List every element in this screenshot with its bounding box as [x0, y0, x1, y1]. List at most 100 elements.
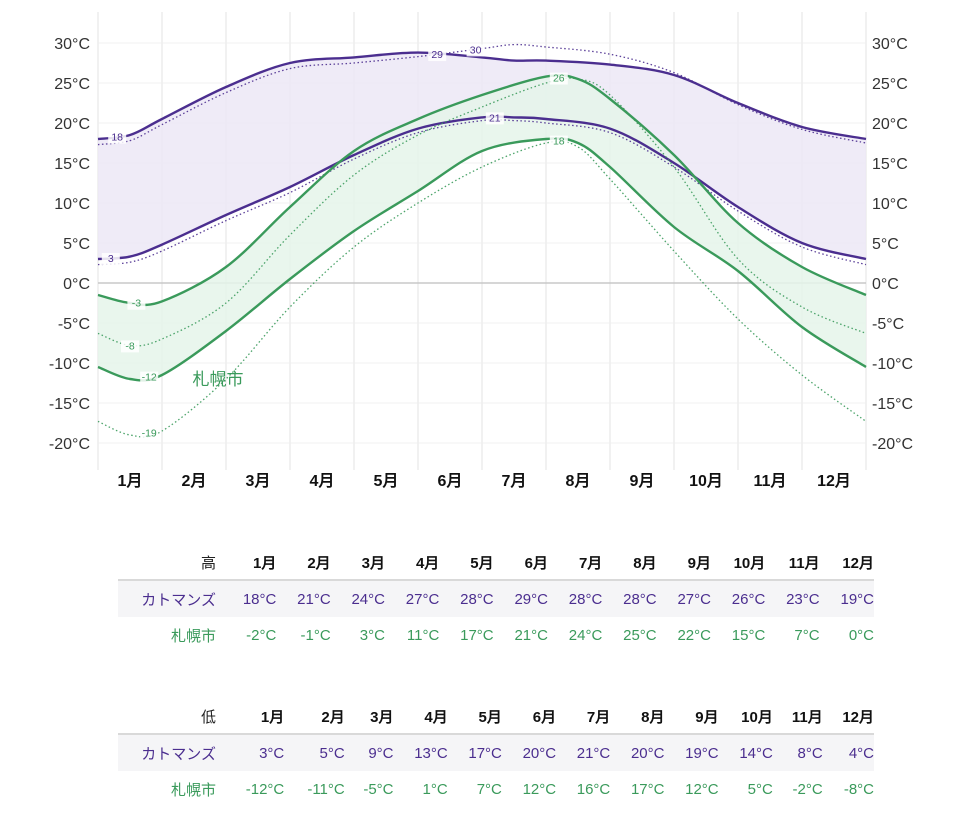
temperature-cell: 29°C — [493, 579, 548, 617]
data-label: -8 — [125, 340, 134, 352]
x-tick-label: 4月 — [310, 472, 335, 490]
y-tick-label-left: 15°C — [54, 156, 90, 173]
temperature-cell: 1°C — [422, 780, 448, 798]
temperature-cell: 7°C — [476, 780, 502, 798]
temperature-cell: 7°C — [794, 626, 820, 644]
row-label: カトマンズ — [118, 579, 222, 617]
data-label-bg — [428, 49, 447, 62]
data-label: -12 — [142, 372, 157, 384]
temperature-cell: -5°C — [363, 780, 394, 798]
y-tick-label-left: 10°C — [54, 196, 90, 213]
temperature-cell: 17°C — [630, 780, 665, 798]
data-label: 26 — [553, 73, 565, 85]
temperature-cell: 20°C — [610, 733, 665, 771]
temperature-cell: -1°C — [300, 626, 331, 644]
row-label: 札幌市 — [170, 627, 216, 645]
month-header: 4月 — [424, 708, 448, 726]
month-header: 1月 — [252, 554, 277, 572]
data-label-bg — [101, 253, 120, 266]
temperature-cell: 4°C — [822, 733, 874, 771]
temperature-cell: -2°C — [246, 626, 277, 644]
x-tick-label: 9月 — [630, 472, 655, 490]
temperature-cell: 9°C — [344, 733, 394, 771]
month-header: 3月 — [361, 554, 385, 572]
temperature-cell: 5°C — [284, 733, 345, 771]
temperature-cell: 17°C — [447, 733, 502, 771]
temperature-cell: 21°C — [276, 579, 331, 617]
low-temperature-table: 低 1月 2月 3月 4月 5月 6月 7月 8月 9月 10月 11月 12月 カトマンズ 3°C 5… — [118, 699, 874, 807]
temperature-cell: 28°C — [547, 579, 603, 617]
month-header: 12月 — [842, 554, 874, 572]
high-table-row-kathmandu: カトマンズ 18°C 21°C 24°C 27°C 28°C 29°C 28°C 28°C 27… — [118, 579, 874, 617]
month-header: 12月 — [842, 708, 874, 726]
temperature-cell: 3°C — [222, 733, 285, 771]
temperature-cell: 21°C — [556, 733, 611, 771]
temperature-cell: 13°C — [393, 733, 448, 771]
temperature-cell: 14°C — [718, 733, 773, 771]
y-tick-label-right: 25°C — [872, 76, 908, 93]
kathmandu-low-line — [97, 115, 867, 261]
x-tick-label: 6月 — [438, 472, 463, 490]
temperature-cell: 3°C — [359, 626, 385, 644]
x-tick-label: 7月 — [502, 472, 527, 490]
data-label-bg — [140, 427, 159, 440]
y-tick-label-right: 30°C — [872, 36, 908, 53]
low-table-row-sapporo: 札幌市 -12°C -11°C -5°C 1°C 7°C 12°C 16°C 17°C 12°C… — [118, 771, 874, 807]
temperature-cell: -11°C — [307, 780, 345, 798]
data-label: 30 — [470, 44, 482, 56]
temperature-cell: -12°C — [245, 780, 285, 798]
temperature-cell: 12°C — [522, 780, 557, 798]
month-header: 4月 — [415, 554, 440, 572]
x-tick-label: 11月 — [754, 472, 787, 490]
y-tick-label-right: 15°C — [872, 156, 908, 173]
temperature-cell: -8°C — [843, 780, 874, 798]
temperature-cell: 22°C — [677, 626, 711, 644]
y-tick-label-right: -15°C — [872, 396, 913, 413]
month-header: 10月 — [741, 708, 773, 726]
high-table-row-sapporo: 札幌市 -2°C -1°C 3°C 11°C 17°C 21°C 24°C 25°C 22°C 1… — [118, 617, 874, 653]
month-header: 7月 — [586, 708, 611, 726]
temperature-cell: -2°C — [792, 780, 823, 798]
x-tick-label: 1月 — [118, 472, 143, 490]
data-label-bg — [485, 112, 504, 125]
data-label: 18 — [111, 132, 123, 144]
data-label-bg — [108, 131, 127, 144]
month-header: 1月 — [260, 708, 285, 726]
data-label: 18 — [553, 136, 565, 148]
data-label-bg — [140, 371, 159, 384]
temperature-cell: 28°C — [439, 579, 494, 617]
temperature-cell: 27°C — [656, 579, 711, 617]
x-tick-label: 8月 — [566, 472, 591, 490]
x-tick-label: 5月 — [374, 472, 399, 490]
temperature-cell: 5°C — [747, 780, 773, 798]
high-table-corner: 高 — [200, 554, 216, 572]
row-label: 札幌市 — [170, 781, 216, 799]
temperature-chart: 30°C 30°C25°C 25°C20°C 20°C15°C 15°C10°C 10°C… — [49, 12, 913, 490]
month-header: 9月 — [687, 554, 711, 572]
month-header: 2月 — [321, 708, 345, 726]
temperature-cell: 0°C — [848, 626, 874, 644]
y-tick-label-right: 20°C — [872, 116, 908, 133]
sapporo-low-record-line — [97, 140, 867, 438]
row-label: カトマンズ — [118, 733, 222, 771]
temperature-cell: 24°C — [568, 626, 603, 644]
month-header: 5月 — [478, 708, 502, 726]
temperature-cell: 15°C — [731, 626, 766, 644]
y-tick-label-left: -10°C — [49, 356, 90, 373]
y-tick-label-left: 0°C — [63, 276, 90, 293]
temperature-cell: 27°C — [384, 579, 440, 617]
month-header: 11月 — [788, 554, 820, 572]
y-tick-label-right: 5°C — [872, 236, 899, 253]
y-tick-label-left: -20°C — [49, 436, 90, 453]
y-tick-label-right: -10°C — [872, 356, 913, 373]
high-temperature-table: 高 1月 2月 3月 4月 5月 6月 7月 8月 9月 10月 11月 12月 カトマンズ 18°C… — [118, 545, 874, 653]
temperature-cell: 8°C — [772, 733, 823, 771]
temperature-cell: 20°C — [501, 733, 557, 771]
temperature-cell: 12°C — [685, 780, 719, 798]
temperature-cell: 28°C — [602, 579, 657, 617]
month-header: 6月 — [524, 554, 548, 572]
temperature-cell: 11°C — [406, 626, 440, 644]
x-tick-label: 2月 — [182, 472, 207, 490]
sapporo-series-label: 札幌市 — [193, 370, 244, 389]
month-header: 3月 — [370, 708, 394, 726]
